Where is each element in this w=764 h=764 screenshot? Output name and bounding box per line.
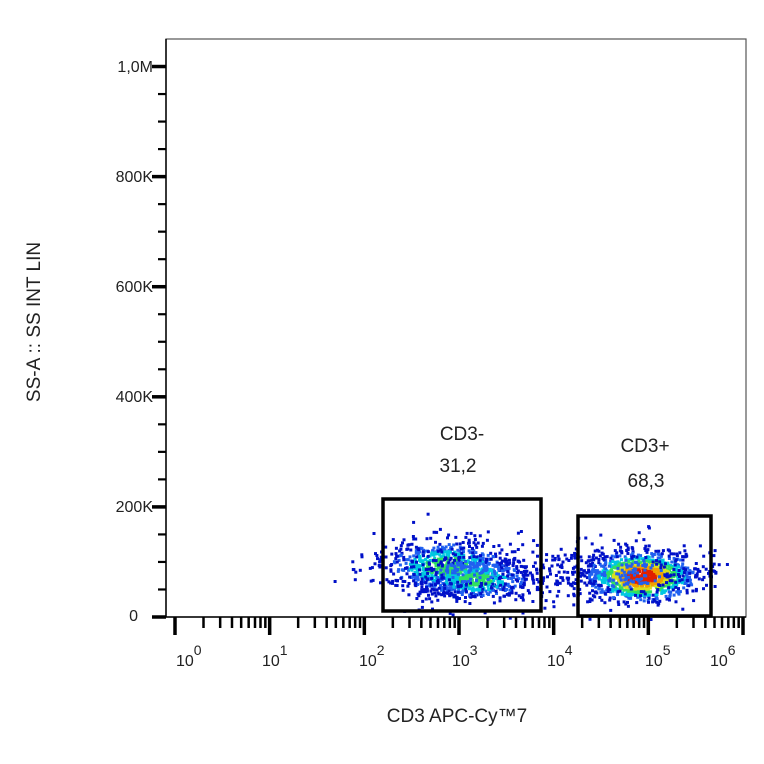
x-tick-label: 103 bbox=[452, 642, 478, 670]
x-axis-title: CD3 APC-Cy™7 bbox=[387, 706, 527, 727]
x-axis-labels: 100 101 102 103 104 105 106 bbox=[176, 642, 736, 670]
gate-label-cd3-negative-percent: 31,2 bbox=[440, 456, 477, 477]
x-tick-label: 104 bbox=[547, 642, 573, 670]
x-tick-label: 100 bbox=[176, 642, 202, 670]
gate-label-cd3-positive-name: CD3+ bbox=[620, 436, 669, 457]
y-axis-title: SS-A :: SS INT LIN bbox=[24, 242, 45, 402]
gate-cd3-positive[interactable] bbox=[576, 514, 713, 618]
x-tick-label: 105 bbox=[645, 642, 671, 670]
x-tick-label: 101 bbox=[262, 642, 288, 670]
y-tick-label: 0 bbox=[129, 608, 138, 625]
x-tick-label: 106 bbox=[710, 642, 736, 670]
gate-label-cd3-positive-percent: 68,3 bbox=[628, 471, 665, 492]
y-tick-label: 800K bbox=[116, 169, 154, 186]
y-tick-label: 1,0M bbox=[117, 59, 153, 76]
gate-cd3-negative[interactable] bbox=[381, 497, 543, 613]
y-axis-ticks bbox=[152, 64, 166, 619]
y-tick-label: 200K bbox=[116, 499, 154, 516]
event-dots bbox=[333, 512, 729, 621]
gate-label-cd3-negative-name: CD3- bbox=[440, 424, 484, 445]
y-axis-labels: 0 200K 400K 600K 800K 1,0M bbox=[116, 59, 154, 625]
x-tick-label: 102 bbox=[359, 642, 385, 670]
y-tick-label: 400K bbox=[116, 389, 154, 406]
y-tick-label: 600K bbox=[116, 279, 154, 296]
plot-frame bbox=[165, 38, 747, 618]
x-axis-ticks bbox=[173, 617, 745, 635]
